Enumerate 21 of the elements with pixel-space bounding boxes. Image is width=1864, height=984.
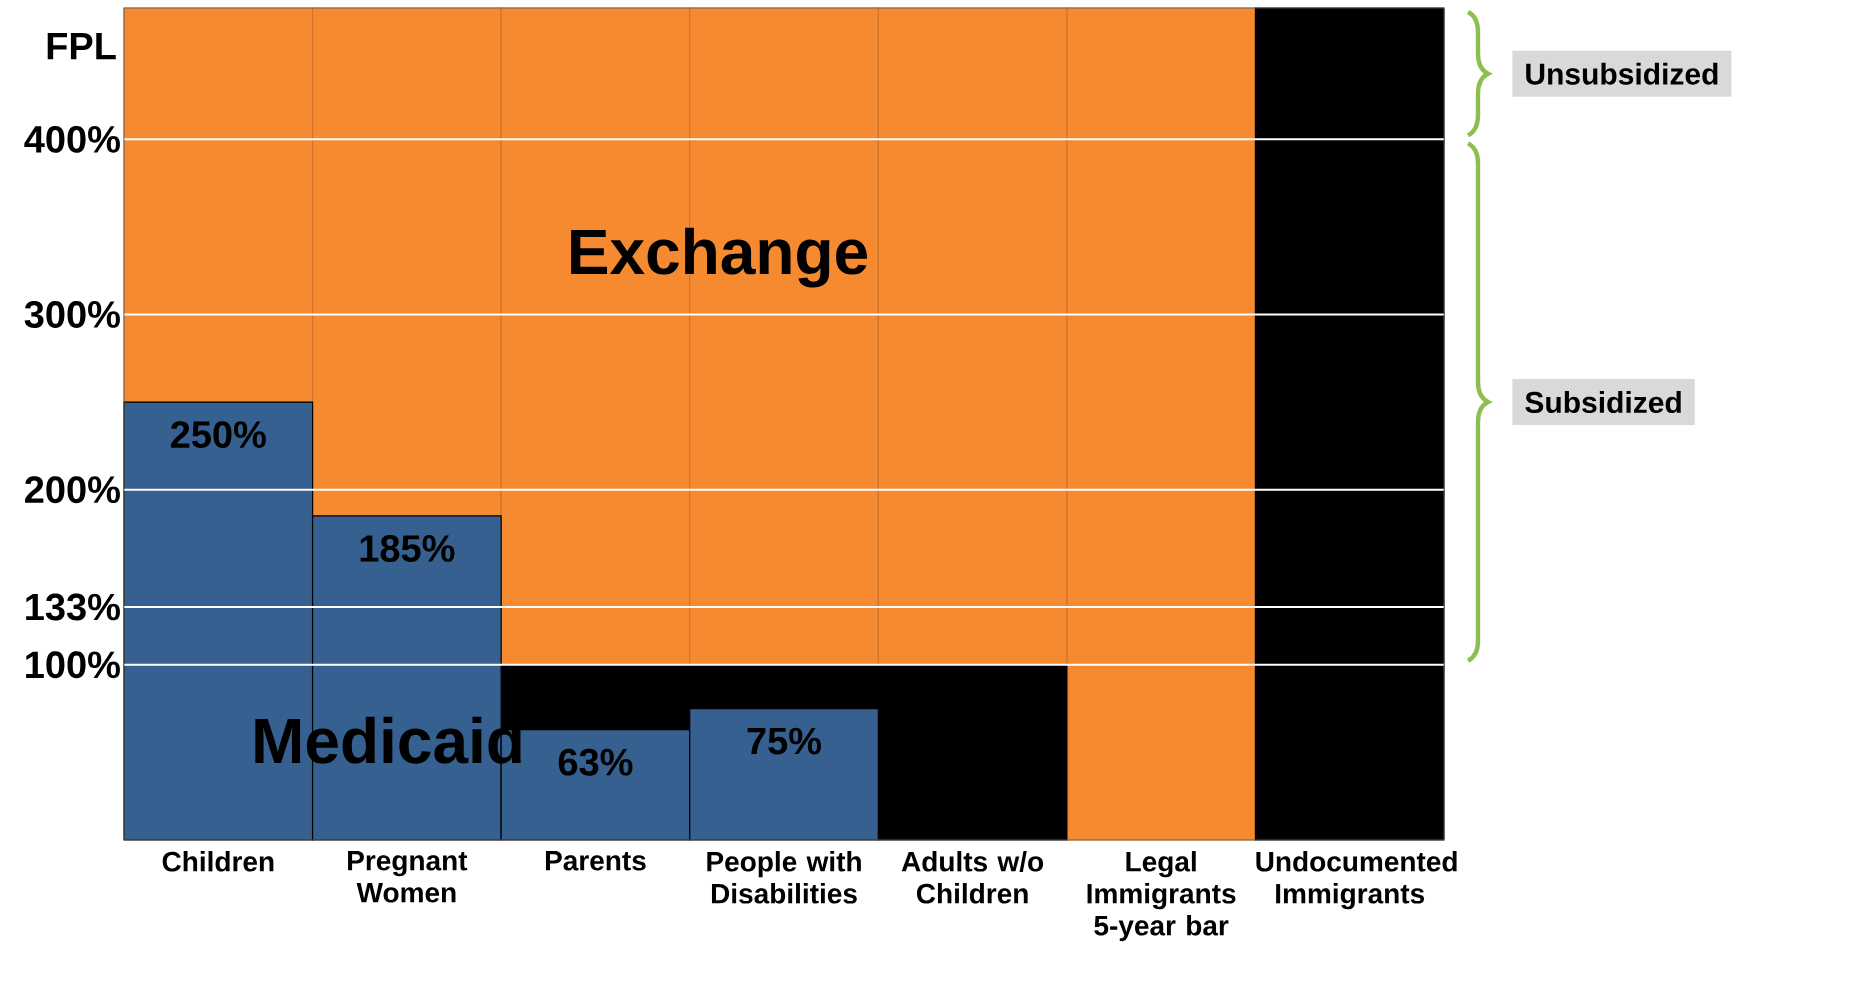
x-tick-label: Parents — [545, 851, 646, 871]
x-tick-label: People with Disabilities — [707, 851, 861, 904]
x-tick-label: Pregnant Women — [348, 851, 468, 903]
data-label: 63% — [558, 748, 633, 776]
series-label: Exchange — [571, 227, 867, 288]
y-tick-label: 100% — [26, 651, 120, 679]
text: Unsubsidized — [1526, 62, 1718, 85]
y-tick-label: 300% — [24, 301, 120, 328]
bar — [1254, 7, 1445, 841]
y-tick-label: 400% — [24, 125, 120, 153]
x-tick-label: Legal Immigrants 5-year bar — [1087, 851, 1236, 942]
y-tick-label: 133% — [26, 593, 120, 621]
data-label: 250% — [171, 421, 266, 449]
x-tick-label: Adults w/o Children — [901, 851, 1044, 904]
y-tick-label: 200% — [25, 476, 120, 504]
x-tick-label: Undocumented Immigrants — [1256, 851, 1457, 910]
data-label: 185% — [360, 535, 455, 562]
x-tick-label: Children — [162, 851, 274, 872]
data-label: 75% — [747, 727, 822, 755]
text: Subsidized — [1525, 391, 1681, 414]
y-axis-title: FPL — [47, 33, 116, 60]
